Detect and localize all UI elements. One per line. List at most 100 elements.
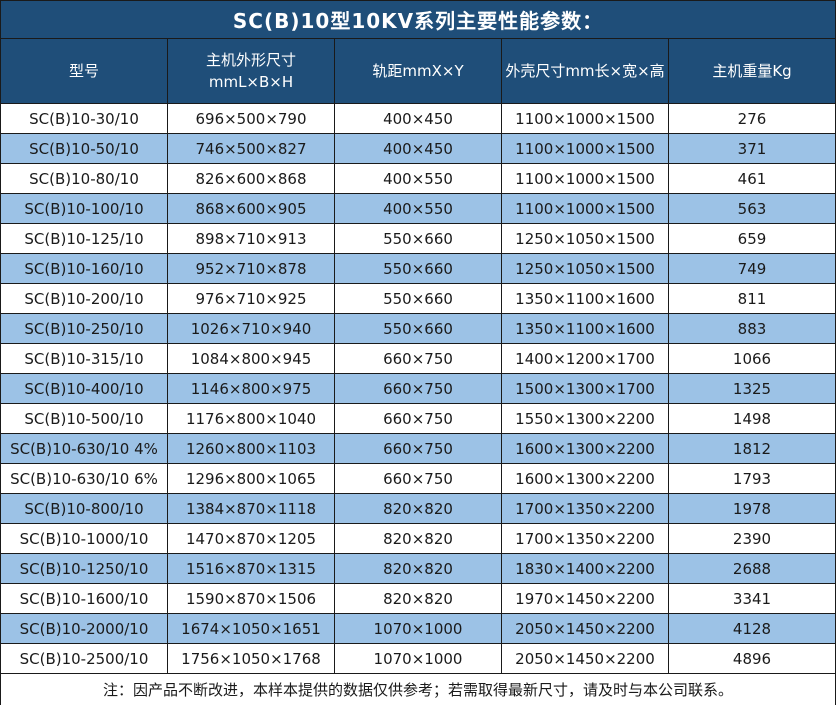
track-gauge-cell: 660×750: [334, 433, 502, 464]
host-dimensions-cell: 952×710×878: [167, 253, 335, 284]
page-title: SC(B)10型10KV系列主要性能参数：: [0, 0, 836, 39]
host-dimensions-cell: 1470×870×1205: [167, 523, 335, 554]
table-row: SC(B)10-160/10 952×710×878 550×660 1250×…: [0, 253, 836, 284]
host-dimensions-cell: 1296×800×1065: [167, 463, 335, 494]
shell-dimensions-cell: 2050×1450×2200: [501, 613, 669, 644]
table-row: SC(B)10-500/10 1176×800×1040 660×750 155…: [0, 403, 836, 434]
model-cell: SC(B)10-80/10: [0, 163, 168, 194]
shell-dimensions-cell: 1100×1000×1500: [501, 163, 669, 194]
track-gauge-cell: 820×820: [334, 553, 502, 584]
table-row: SC(B)10-50/10 746×500×827 400×450 1100×1…: [0, 133, 836, 164]
host-dimensions-cell: 1756×1050×1768: [167, 643, 335, 674]
track-gauge-cell: 400×450: [334, 103, 502, 134]
shell-dimensions-cell: 2050×1450×2200: [501, 643, 669, 674]
column-header-weight: 主机重量Kg: [668, 38, 836, 104]
shell-dimensions-cell: 1100×1000×1500: [501, 133, 669, 164]
shell-dimensions-cell: 1600×1300×2200: [501, 463, 669, 494]
column-header-model: 型号: [0, 38, 168, 104]
model-cell: SC(B)10-1600/10: [0, 583, 168, 614]
weight-cell: 2688: [668, 553, 836, 584]
host-dimensions-cell: 1674×1050×1651: [167, 613, 335, 644]
weight-cell: 1498: [668, 403, 836, 434]
host-dimensions-cell: 826×600×868: [167, 163, 335, 194]
table-row: SC(B)10-630/10 4% 1260×800×1103 660×750 …: [0, 433, 836, 464]
model-cell: SC(B)10-250/10: [0, 313, 168, 344]
weight-cell: 1793: [668, 463, 836, 494]
track-gauge-cell: 660×750: [334, 403, 502, 434]
host-dimensions-cell: 1176×800×1040: [167, 403, 335, 434]
host-dimensions-cell: 868×600×905: [167, 193, 335, 224]
model-cell: SC(B)10-1000/10: [0, 523, 168, 554]
track-gauge-cell: 400×550: [334, 163, 502, 194]
weight-cell: 2390: [668, 523, 836, 554]
table-row: SC(B)10-400/10 1146×800×975 660×750 1500…: [0, 373, 836, 404]
host-dimensions-cell: 898×710×913: [167, 223, 335, 254]
shell-dimensions-cell: 1500×1300×1700: [501, 373, 669, 404]
shell-dimensions-cell: 1700×1350×2200: [501, 523, 669, 554]
shell-dimensions-cell: 1600×1300×2200: [501, 433, 669, 464]
track-gauge-cell: 550×660: [334, 283, 502, 314]
track-gauge-cell: 660×750: [334, 463, 502, 494]
weight-cell: 371: [668, 133, 836, 164]
model-cell: SC(B)10-400/10: [0, 373, 168, 404]
host-dimensions-cell: 1026×710×940: [167, 313, 335, 344]
shell-dimensions-cell: 1400×1200×1700: [501, 343, 669, 374]
weight-cell: 563: [668, 193, 836, 224]
track-gauge-cell: 400×550: [334, 193, 502, 224]
weight-cell: 749: [668, 253, 836, 284]
host-dimensions-cell: 1084×800×945: [167, 343, 335, 374]
table-row: SC(B)10-2000/10 1674×1050×1651 1070×1000…: [0, 613, 836, 644]
weight-cell: 1812: [668, 433, 836, 464]
weight-cell: 461: [668, 163, 836, 194]
shell-dimensions-cell: 1250×1050×1500: [501, 223, 669, 254]
shell-dimensions-cell: 1350×1100×1600: [501, 283, 669, 314]
table-row: SC(B)10-200/10 976×710×925 550×660 1350×…: [0, 283, 836, 314]
model-cell: SC(B)10-160/10: [0, 253, 168, 284]
host-dimensions-cell: 1590×870×1506: [167, 583, 335, 614]
model-cell: SC(B)10-630/10 6%: [0, 463, 168, 494]
footer-note: 注：因产品不断改进，本样本提供的数据仅供参考；若需取得最新尺寸，请及时与本公司联…: [0, 673, 836, 705]
track-gauge-cell: 660×750: [334, 343, 502, 374]
column-header-shell-dimensions: 外壳尺寸mm长×宽×高: [501, 38, 669, 104]
weight-cell: 883: [668, 313, 836, 344]
weight-cell: 276: [668, 103, 836, 134]
shell-dimensions-cell: 1350×1100×1600: [501, 313, 669, 344]
host-dimensions-cell: 696×500×790: [167, 103, 335, 134]
table-row: SC(B)10-800/10 1384×870×1118 820×820 170…: [0, 493, 836, 524]
track-gauge-cell: 400×450: [334, 133, 502, 164]
track-gauge-cell: 820×820: [334, 523, 502, 554]
weight-cell: 3341: [668, 583, 836, 614]
table-row: SC(B)10-30/10 696×500×790 400×450 1100×1…: [0, 103, 836, 134]
table-row: SC(B)10-250/10 1026×710×940 550×660 1350…: [0, 313, 836, 344]
shell-dimensions-cell: 1970×1450×2200: [501, 583, 669, 614]
column-header-host-dimensions: 主机外形尺寸 mmL×B×H: [167, 38, 335, 104]
shell-dimensions-cell: 1830×1400×2200: [501, 553, 669, 584]
model-cell: SC(B)10-125/10: [0, 223, 168, 254]
table-row: SC(B)10-1250/10 1516×870×1315 820×820 18…: [0, 553, 836, 584]
host-dimensions-cell: 1384×870×1118: [167, 493, 335, 524]
table-row: SC(B)10-315/10 1084×800×945 660×750 1400…: [0, 343, 836, 374]
model-cell: SC(B)10-2500/10: [0, 643, 168, 674]
model-cell: SC(B)10-200/10: [0, 283, 168, 314]
track-gauge-cell: 660×750: [334, 373, 502, 404]
table-row: SC(B)10-80/10 826×600×868 400×550 1100×1…: [0, 163, 836, 194]
model-cell: SC(B)10-630/10 4%: [0, 433, 168, 464]
shell-dimensions-cell: 1100×1000×1500: [501, 103, 669, 134]
shell-dimensions-cell: 1100×1000×1500: [501, 193, 669, 224]
weight-cell: 4128: [668, 613, 836, 644]
table-row: SC(B)10-100/10 868×600×905 400×550 1100×…: [0, 193, 836, 224]
weight-cell: 1325: [668, 373, 836, 404]
host-dimensions-cell: 1260×800×1103: [167, 433, 335, 464]
table-row: SC(B)10-125/10 898×710×913 550×660 1250×…: [0, 223, 836, 254]
model-cell: SC(B)10-2000/10: [0, 613, 168, 644]
model-cell: SC(B)10-30/10: [0, 103, 168, 134]
model-cell: SC(B)10-50/10: [0, 133, 168, 164]
table-row: SC(B)10-1600/10 1590×870×1506 820×820 19…: [0, 583, 836, 614]
model-cell: SC(B)10-100/10: [0, 193, 168, 224]
host-dimensions-cell: 1516×870×1315: [167, 553, 335, 584]
track-gauge-cell: 820×820: [334, 583, 502, 614]
weight-cell: 1066: [668, 343, 836, 374]
host-dimensions-cell: 746×500×827: [167, 133, 335, 164]
weight-cell: 811: [668, 283, 836, 314]
